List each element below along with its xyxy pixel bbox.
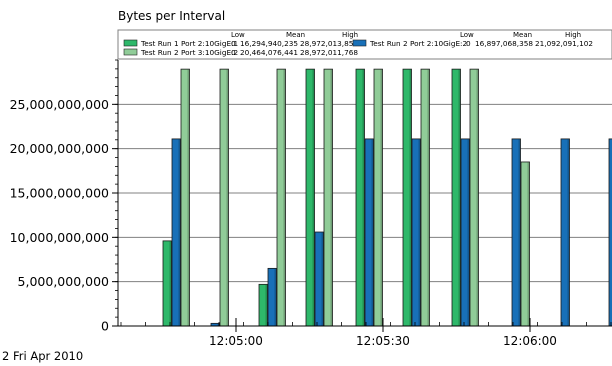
bar-shade-0-5 — [410, 70, 412, 326]
bar-shade-1-6 — [468, 139, 470, 325]
bar-shade-1-7 — [519, 139, 521, 325]
bar-shade-1-5 — [419, 139, 421, 325]
bar-shade-2-3 — [331, 70, 333, 326]
legend-header-mean-1: Mean — [286, 31, 305, 39]
legend-header-low-1: Low — [231, 31, 245, 39]
legend-high-run2-port3: 28,972,011,768 — [300, 48, 358, 57]
bar-shade-1-2 — [275, 269, 277, 326]
legend-swatch-run2-port3 — [124, 49, 137, 55]
bar-shade-2-2 — [284, 70, 286, 326]
date-label: 2 Fri Apr 2010 — [2, 349, 83, 363]
legend-mean-run2-port3: 20,464,076,441 — [240, 48, 298, 57]
legend-header-low-2: Low — [460, 31, 474, 39]
legend-high-run1-port2: 28,972,013,854 — [300, 39, 358, 48]
bar-shade-2-4 — [381, 70, 383, 326]
bar-shade-1-4 — [372, 139, 374, 325]
legend-low-run1-port2: 0 — [231, 39, 236, 48]
bar-shade-1-8 — [568, 139, 570, 325]
legend-name-run1-port2: Test Run 1 Port 2:10GigE:1 — [140, 39, 238, 48]
chart-title: Bytes per Interval — [118, 9, 225, 23]
bar-shade-1-0 — [179, 139, 181, 325]
bar-shade-0-6 — [459, 70, 461, 326]
legend-name-run2-port2: Test Run 2 Port 2:10GigE:2 — [369, 39, 467, 48]
y-tick-label: 10,000,000,000 — [10, 230, 109, 245]
x-tick-label: 12:05:00 — [209, 334, 263, 348]
legend-header-high-2: High — [565, 31, 581, 39]
x-tick-label: 12:06:00 — [503, 334, 557, 348]
bar-shade-0-3 — [313, 70, 315, 326]
legend-name-run2-port3: Test Run 2 Port 3:10GigE:2 — [140, 48, 238, 57]
x-tick-label: 12:05:30 — [356, 334, 410, 348]
bar-shade-0-0 — [170, 241, 172, 325]
legend-swatch-run1-port2 — [124, 40, 137, 46]
legend: Low Mean High Low Mean High Test Run 1 P… — [118, 30, 612, 59]
legend-header-high-1: High — [342, 31, 358, 39]
bar-shade-0-4 — [363, 70, 365, 326]
x-axis-tick-labels: 12:05:00 12:05:30 12:06:00 — [209, 334, 557, 348]
legend-swatch-run2-port2 — [353, 40, 366, 46]
bar-shade-2-1 — [227, 70, 229, 326]
legend-mean-run2-port2: 16,897,068,358 — [475, 39, 533, 48]
y-tick-label: 25,000,000,000 — [10, 97, 109, 112]
bar-shade-2-5 — [428, 70, 430, 326]
bar-shade-2-6 — [477, 70, 479, 326]
bar-shade-0-2 — [266, 285, 268, 326]
y-tick-label: 15,000,000,000 — [10, 186, 109, 201]
bar-shade-2-0 — [188, 70, 190, 326]
bar-marks — [163, 69, 612, 326]
legend-high-run2-port2: 21,092,091,102 — [535, 39, 593, 48]
y-axis-tick-labels: 0 5,000,000,000 10,000,000,000 15,000,000,0… — [10, 97, 109, 334]
bar-shade-2-7 — [528, 162, 530, 325]
y-tick-label: 20,000,000,000 — [10, 141, 109, 156]
legend-low-run2-port2: 0 — [466, 39, 471, 48]
bar-shade-1-3 — [322, 233, 324, 326]
y-tick-label: 5,000,000,000 — [18, 274, 109, 289]
y-tick-label: 0 — [101, 319, 109, 334]
legend-low-run2-port3: 0 — [231, 48, 236, 57]
legend-header-mean-2: Mean — [513, 31, 532, 39]
legend-mean-run1-port2: 16,294,940,235 — [240, 39, 298, 48]
